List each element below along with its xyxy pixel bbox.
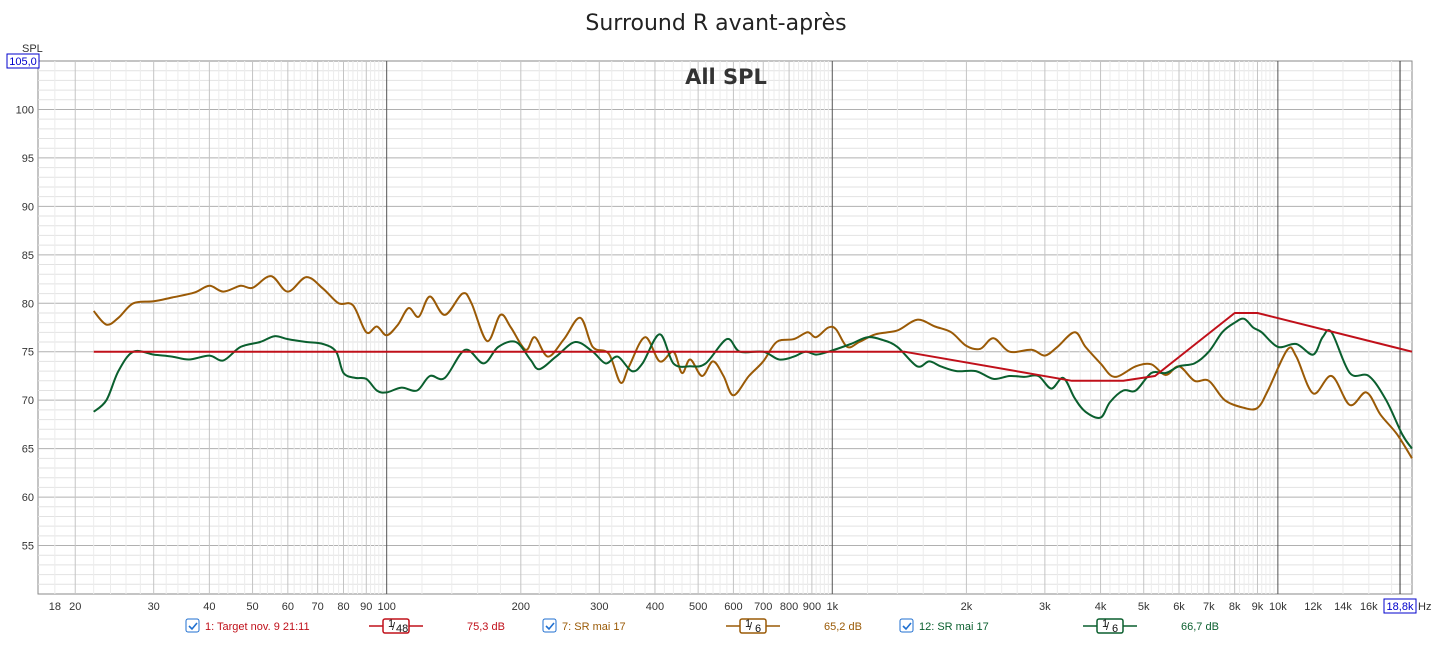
legend-level: 66,7 dB [1181, 621, 1219, 633]
y-tick-label: 65 [22, 444, 34, 456]
x-tick-label: 5k [1138, 601, 1150, 613]
series-visibility-checkbox[interactable] [899, 618, 914, 633]
x-tick-label: 200 [512, 601, 530, 613]
target-curve [93, 312, 1413, 382]
x-tick-label: 400 [646, 601, 664, 613]
legend-item: 1: Target nov. 9 21:11 1 / 48 75,3 dB [185, 618, 505, 635]
y-tick-label: 100 [16, 104, 34, 116]
smoothing-button[interactable]: 1 / 6 [1083, 618, 1137, 635]
checkmark-icon [902, 622, 912, 631]
legend-label: 7: SR mai 17 [562, 621, 626, 633]
x-tick-label: 70 [312, 601, 324, 613]
series-visibility-checkbox[interactable] [542, 618, 557, 633]
x-tick-label: 12k [1304, 601, 1322, 613]
series-visibility-checkbox[interactable] [185, 618, 200, 633]
x-tick-label: 6k [1173, 601, 1185, 613]
smoothing-numerator: 1 [745, 618, 751, 630]
y-tick-label: 60 [22, 492, 34, 504]
x-right-value-box[interactable]: 18,8k [1383, 598, 1417, 614]
x-tick-label: 4k [1095, 601, 1107, 613]
legend-label: 12: SR mai 17 [919, 621, 989, 633]
plot-grid [37, 60, 1413, 595]
y-tick-label: 90 [22, 201, 34, 213]
y-top-value: 105,0 [9, 56, 37, 68]
plot-area [37, 60, 1413, 595]
legend-label: 1: Target nov. 9 21:11 [205, 621, 310, 633]
y-axis-label: SPL [22, 43, 43, 55]
y-tick-label: 75 [22, 347, 34, 359]
legend-level: 75,3 dB [467, 621, 505, 633]
x-axis-unit: Hz [1418, 601, 1431, 613]
y-top-value-box[interactable]: 105,0 [6, 53, 40, 69]
x-tick-label: 9k [1252, 601, 1264, 613]
x-right-value: 18,8k [1387, 601, 1414, 613]
y-tick-label: 70 [22, 395, 34, 407]
x-tick-label: 40 [203, 601, 215, 613]
x-tick-label: 16k [1360, 601, 1378, 613]
x-tick-label: 900 [803, 601, 821, 613]
y-tick-label: 80 [22, 298, 34, 310]
x-tick-label: 700 [754, 601, 772, 613]
x-tick-label: 50 [246, 601, 258, 613]
checkmark-icon [545, 622, 555, 631]
smoothing-numerator: 1 [388, 618, 394, 630]
x-tick-label: 10k [1269, 601, 1287, 613]
y-tick-label: 55 [22, 541, 34, 553]
legend-level: 65,2 dB [824, 621, 862, 633]
y-axis-ticks: 100 95 90 85 80 75 70 65 60 55 [16, 104, 34, 552]
smoothing-numerator: 1 [1102, 618, 1108, 630]
series-layer [92, 275, 1413, 459]
legend: 1: Target nov. 9 21:11 1 / 48 75,3 dB 7:… [185, 618, 1219, 635]
x-tick-label: 3k [1039, 601, 1051, 613]
x-tick-label: 60 [282, 601, 294, 613]
chart-title: Surround R avant-après [585, 11, 846, 36]
x-tick-label: 600 [724, 601, 742, 613]
smoothing-denominator: 48 [396, 623, 408, 635]
checkmark-icon [188, 622, 198, 631]
svg-text:/: / [1106, 621, 1110, 633]
x-tick-label: 800 [780, 601, 798, 613]
x-tick-label: 80 [337, 601, 349, 613]
x-tick-label: 90 [360, 601, 372, 613]
smoothing-button[interactable]: 1 / 6 [726, 618, 780, 635]
y-tick-label: 95 [22, 153, 34, 165]
x-tick-label: 1k [826, 601, 838, 613]
x-tick-label: 500 [689, 601, 707, 613]
x-tick-label: 8k [1229, 601, 1241, 613]
chart-subtitle: All SPL [685, 65, 767, 89]
svg-text:/: / [392, 621, 396, 633]
x-axis-ticks: 18 20 30 40 50 60 70 80 90 100 200 300 400 500 600 700 8… [49, 601, 1378, 613]
legend-item: 7: SR mai 17 1 / 6 65,2 dB [542, 618, 862, 635]
x-tick-label: 7k [1203, 601, 1215, 613]
svg-text:/: / [749, 621, 753, 633]
x-tick-label: 14k [1334, 601, 1352, 613]
smoothing-button[interactable]: 1 / 48 [369, 618, 423, 635]
legend-item: 12: SR mai 17 1 / 6 66,7 dB [899, 618, 1219, 635]
x-tick-label: 2k [961, 601, 973, 613]
x-tick-label: 100 [378, 601, 396, 613]
x-tick-label: 30 [148, 601, 160, 613]
y-tick-label: 85 [22, 250, 34, 262]
x-tick-label: 300 [590, 601, 608, 613]
smoothing-denominator: 6 [755, 623, 761, 635]
x-tick-label: 20 [69, 601, 81, 613]
smoothing-denominator: 6 [1112, 623, 1118, 635]
x-tick-label: 18 [49, 601, 61, 613]
